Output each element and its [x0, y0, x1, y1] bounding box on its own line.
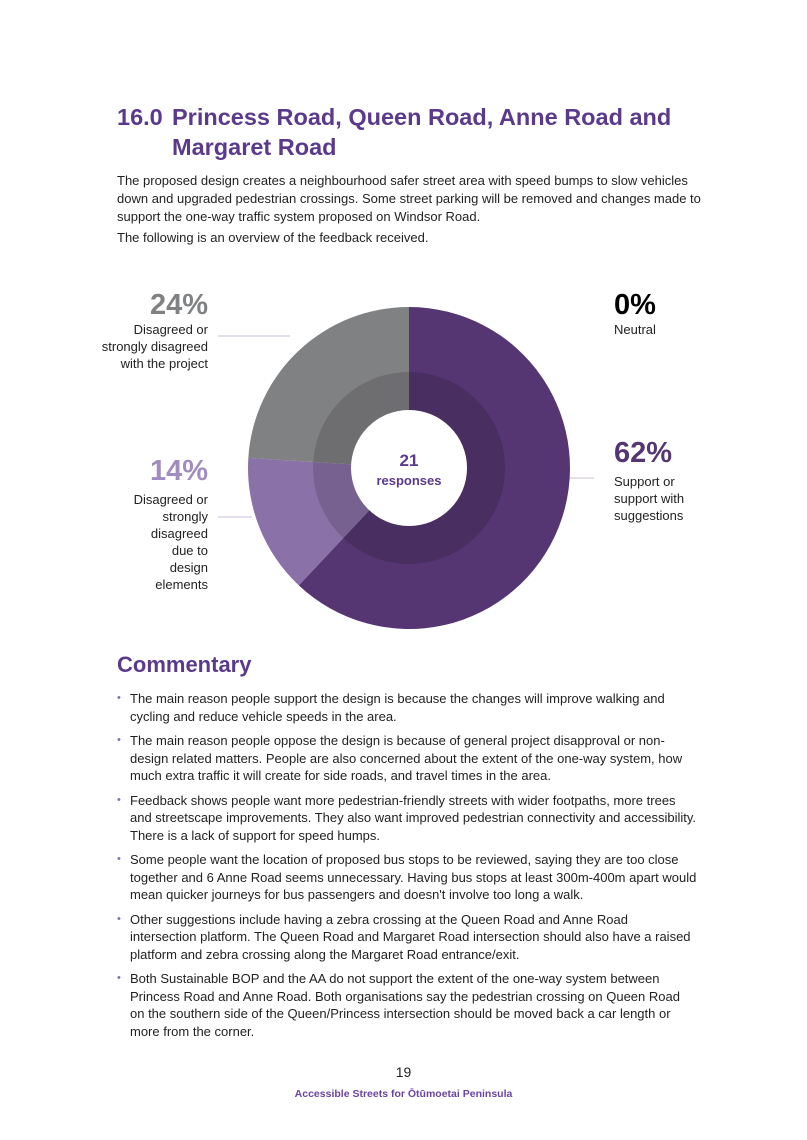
list-item: Feedback shows people want more pedestri…	[117, 792, 697, 845]
pct-62: 62%	[614, 437, 673, 469]
label-disagree-design: 14% Disagreed or strongly disagreed due …	[60, 455, 208, 593]
title-line-2: Margaret Road	[172, 134, 337, 160]
title-line-1: Princess Road, Queen Road, Anne Road and	[172, 104, 672, 130]
pct-14: 14%	[149, 455, 208, 487]
page-title: 16.0 Princess Road, Queen Road, Anne Road…	[117, 102, 671, 162]
page-number: 19	[395, 1064, 412, 1080]
label-text-62: Support or support with suggestions	[614, 474, 685, 523]
footer-title: Accessible Streets for Ōtūmoetai Peninsu…	[294, 1088, 513, 1100]
pct-0: 0%	[614, 289, 656, 321]
pct-24: 24%	[149, 289, 208, 321]
list-item: Some people want the location of propose…	[117, 851, 697, 904]
label-text-neutral: Neutral	[614, 322, 656, 337]
donut-chart: 21 responses	[218, 307, 594, 629]
label-disagree-project: 24% Disagreed or strongly disagreed with…	[60, 289, 208, 372]
list-item: Both Sustainable BOP and the AA do not s…	[117, 970, 697, 1040]
donut-hole	[351, 410, 467, 526]
list-item: The main reason people support the desig…	[117, 690, 697, 725]
label-support: 62% Support or support with suggestions	[614, 437, 709, 524]
section-number: 16.0	[117, 104, 163, 130]
center-label: responses	[376, 473, 441, 488]
overview-paragraph: The following is an overview of the feed…	[117, 230, 429, 245]
center-value: 21	[400, 451, 419, 470]
list-item: The main reason people oppose the design…	[117, 732, 697, 785]
commentary-list: The main reason people support the desig…	[117, 690, 697, 1047]
label-neutral: 0% Neutral	[614, 289, 724, 338]
list-item: Other suggestions include having a zebra…	[117, 911, 697, 964]
intro-paragraph: The proposed design creates a neighbourh…	[117, 173, 701, 224]
label-text-14: Disagreed or strongly disagreed due to d…	[133, 492, 208, 592]
commentary-heading: Commentary	[117, 652, 252, 677]
label-text-24: Disagreed or strongly disagreed with the…	[101, 322, 208, 371]
